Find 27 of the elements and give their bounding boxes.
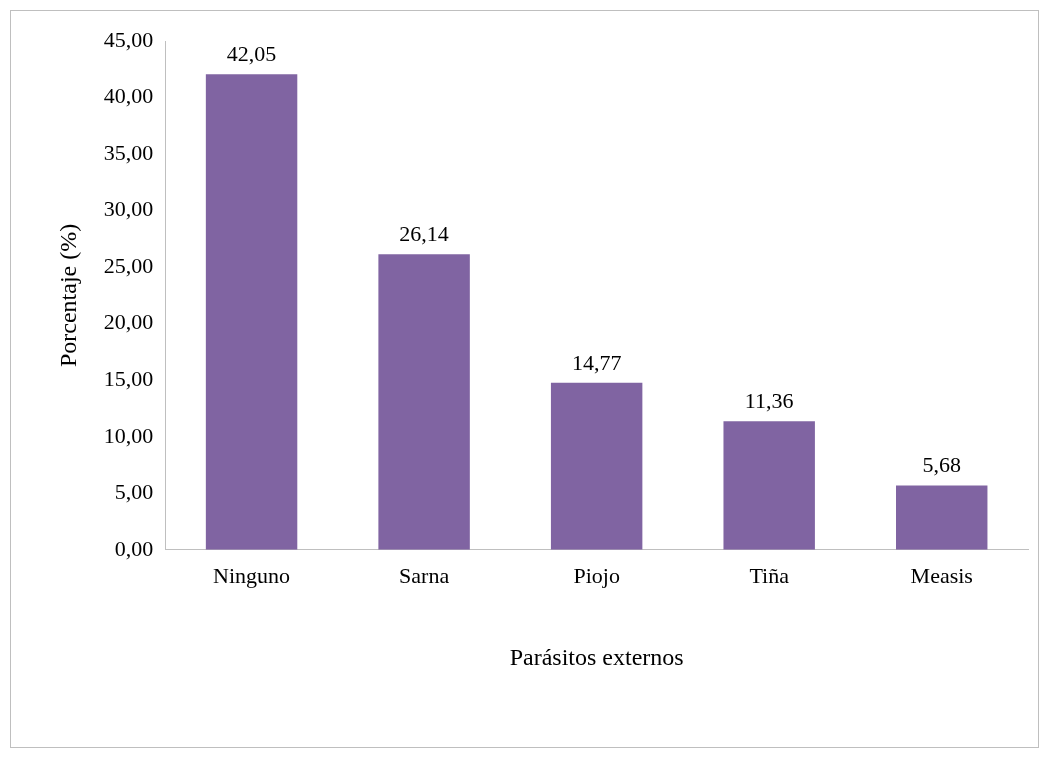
bar <box>896 485 988 550</box>
data-label: 42,05 <box>226 41 277 67</box>
y-tick-label: 40,00 <box>103 83 154 109</box>
y-tick-label: 25,00 <box>103 252 154 278</box>
y-tick-label: 10,00 <box>103 422 154 448</box>
x-tick-label: Measis <box>910 562 973 588</box>
y-tick-label: 35,00 <box>103 139 154 165</box>
y-tick-label: 45,00 <box>103 26 154 52</box>
bar <box>378 254 470 550</box>
y-tick-label: 15,00 <box>103 365 154 391</box>
x-tick-label: Piojo <box>573 562 620 588</box>
data-label: 5,68 <box>922 452 961 478</box>
y-tick-label: 30,00 <box>103 196 154 222</box>
x-tick-label: Tiña <box>749 562 790 588</box>
y-tick-label: 0,00 <box>114 535 154 561</box>
bar <box>723 421 815 550</box>
y-tick-label: 20,00 <box>103 309 154 335</box>
y-tick-label: 5,00 <box>114 479 154 505</box>
x-tick-label: Sarna <box>399 562 450 588</box>
data-label: 14,77 <box>571 349 622 375</box>
data-label: 11,36 <box>744 388 794 414</box>
bar <box>205 74 298 550</box>
y-axis-title: Porcentaje (%) <box>54 223 81 368</box>
data-label: 26,14 <box>399 221 449 247</box>
bar <box>550 382 643 550</box>
x-tick-label: Ninguno <box>213 562 291 588</box>
x-axis-title: Parásitos externos <box>509 643 684 670</box>
